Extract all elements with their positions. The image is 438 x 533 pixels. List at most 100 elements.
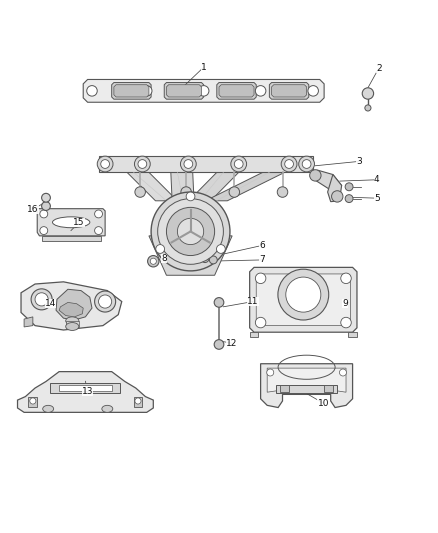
Polygon shape: [219, 85, 254, 97]
Circle shape: [35, 293, 48, 306]
Circle shape: [134, 156, 150, 172]
Circle shape: [255, 86, 266, 96]
Circle shape: [345, 195, 353, 203]
Circle shape: [231, 156, 247, 172]
Text: 7: 7: [259, 255, 265, 264]
Bar: [66, 321, 79, 327]
Circle shape: [135, 187, 145, 197]
Polygon shape: [28, 397, 37, 407]
Circle shape: [40, 210, 48, 218]
Polygon shape: [269, 83, 309, 99]
Circle shape: [135, 398, 141, 404]
Polygon shape: [112, 83, 151, 99]
Circle shape: [138, 159, 147, 168]
Polygon shape: [56, 289, 92, 320]
Text: 8: 8: [161, 254, 167, 263]
Polygon shape: [189, 172, 239, 201]
Circle shape: [308, 86, 318, 96]
Polygon shape: [21, 282, 122, 330]
Circle shape: [166, 207, 215, 255]
Circle shape: [216, 245, 225, 253]
Polygon shape: [134, 397, 142, 407]
Polygon shape: [164, 83, 204, 99]
Circle shape: [186, 192, 195, 201]
Polygon shape: [166, 85, 201, 97]
Circle shape: [214, 297, 224, 307]
Bar: [59, 385, 112, 391]
Circle shape: [148, 255, 159, 267]
Text: 16: 16: [27, 205, 39, 214]
Text: 4: 4: [374, 175, 379, 184]
Ellipse shape: [53, 217, 90, 228]
Circle shape: [285, 159, 293, 168]
Circle shape: [277, 187, 288, 197]
Circle shape: [278, 269, 328, 320]
Circle shape: [302, 159, 311, 168]
Polygon shape: [171, 172, 194, 201]
Bar: [324, 385, 333, 392]
Circle shape: [341, 317, 351, 328]
Circle shape: [95, 227, 102, 235]
Circle shape: [42, 193, 50, 202]
Circle shape: [310, 169, 321, 181]
Circle shape: [150, 258, 156, 264]
Text: 14: 14: [45, 299, 56, 308]
Text: 9: 9: [342, 299, 348, 308]
Polygon shape: [267, 368, 346, 392]
Circle shape: [339, 369, 346, 376]
Polygon shape: [59, 302, 83, 317]
Bar: [276, 385, 337, 393]
Circle shape: [362, 88, 374, 99]
Circle shape: [184, 159, 193, 168]
Circle shape: [209, 256, 217, 264]
Circle shape: [31, 289, 52, 310]
Circle shape: [99, 295, 112, 308]
Circle shape: [255, 317, 266, 328]
Bar: [348, 332, 357, 337]
Polygon shape: [250, 268, 357, 332]
Circle shape: [97, 156, 113, 172]
Polygon shape: [217, 83, 256, 99]
Polygon shape: [328, 174, 342, 201]
Text: 10: 10: [318, 399, 329, 408]
Circle shape: [40, 227, 48, 235]
Circle shape: [158, 199, 223, 264]
Circle shape: [299, 156, 314, 172]
Circle shape: [156, 245, 165, 253]
Polygon shape: [37, 209, 105, 236]
Polygon shape: [149, 236, 232, 275]
Bar: [280, 385, 289, 392]
Polygon shape: [83, 79, 324, 102]
Polygon shape: [99, 156, 313, 172]
Polygon shape: [18, 372, 153, 413]
Circle shape: [95, 291, 116, 312]
Bar: [250, 332, 258, 337]
Text: 12: 12: [226, 338, 238, 348]
Circle shape: [177, 219, 204, 245]
Circle shape: [286, 277, 321, 312]
Circle shape: [229, 187, 240, 197]
Circle shape: [180, 156, 196, 172]
Circle shape: [101, 159, 110, 168]
Circle shape: [345, 183, 353, 191]
Ellipse shape: [42, 405, 53, 413]
Circle shape: [214, 340, 224, 349]
Bar: [42, 236, 101, 241]
Circle shape: [87, 86, 97, 96]
Ellipse shape: [66, 322, 79, 330]
Circle shape: [201, 255, 209, 263]
Text: 3: 3: [356, 157, 362, 166]
Polygon shape: [127, 172, 177, 201]
Circle shape: [267, 369, 274, 376]
Polygon shape: [256, 274, 350, 326]
Circle shape: [234, 159, 243, 168]
Circle shape: [181, 187, 191, 197]
Circle shape: [341, 273, 351, 284]
Circle shape: [255, 273, 266, 284]
Ellipse shape: [66, 317, 79, 325]
Circle shape: [95, 210, 102, 218]
Circle shape: [281, 156, 297, 172]
Circle shape: [151, 192, 230, 271]
Polygon shape: [24, 317, 33, 327]
Polygon shape: [114, 85, 149, 97]
